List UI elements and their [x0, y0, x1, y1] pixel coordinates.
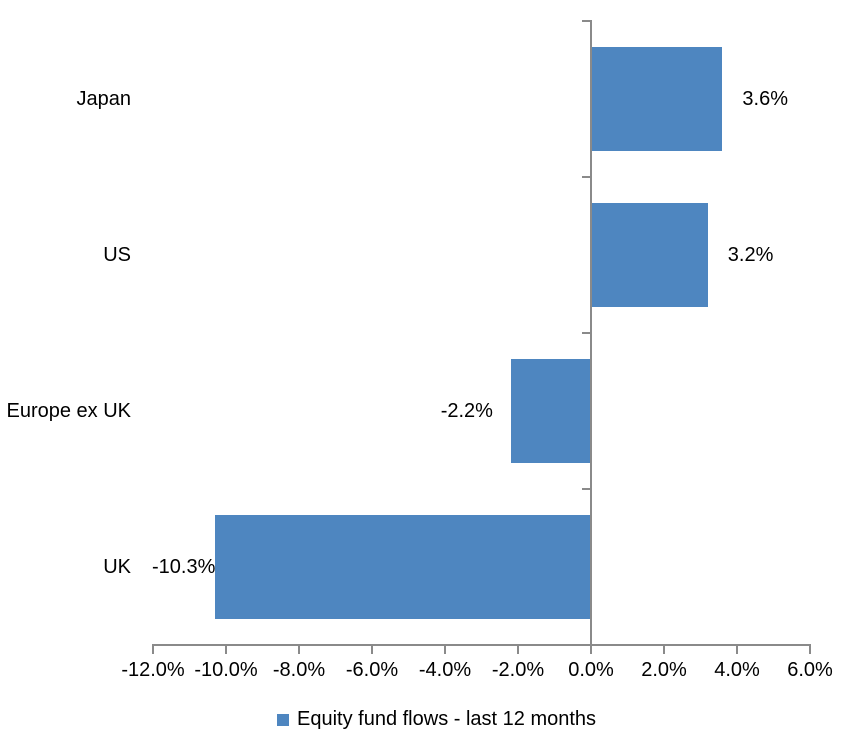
bar-us	[591, 203, 708, 307]
legend-marker-swatch	[277, 713, 289, 726]
x-axis-tick-5	[517, 646, 519, 654]
x-axis-tick-label-8: 4.0%	[714, 659, 760, 681]
x-axis-tick-9	[809, 646, 811, 654]
x-axis-tick-label-6: 0.0%	[568, 659, 614, 681]
x-axis-tick-label-5: -2.0%	[491, 659, 545, 681]
value-label-europe-ex-uk: -2.2%	[440, 400, 493, 422]
x-axis-tick-1	[225, 646, 227, 654]
category-label-japan: Japan	[76, 88, 132, 110]
x-axis-tick-label-3: -6.0%	[345, 659, 399, 681]
x-axis-tick-7	[663, 646, 665, 654]
y-axis-tick-1	[582, 176, 590, 178]
value-label-japan: 3.6%	[742, 88, 788, 110]
category-label-europe-ex-uk: Europe ex UK	[6, 400, 131, 422]
x-axis-tick-8	[736, 646, 738, 654]
x-axis-tick-label-1: -10.0%	[194, 659, 258, 681]
value-label-uk: -10.3%	[152, 556, 216, 578]
category-label-us: US	[103, 244, 131, 266]
x-axis-tick-label-2: -8.0%	[272, 659, 326, 681]
y-axis-tick-3	[582, 488, 590, 490]
bar-europe-ex-uk	[510, 359, 591, 463]
x-axis-tick-label-7: 2.0%	[641, 659, 687, 681]
chart-legend: Equity fund flows - last 12 months	[277, 707, 596, 732]
bar-uk	[215, 515, 591, 619]
legend-label: Equity fund flows - last 12 months	[297, 708, 597, 730]
x-axis-tick-2	[298, 646, 300, 654]
x-axis-tick-0	[152, 646, 154, 654]
x-axis-line	[152, 644, 811, 646]
x-axis-tick-6	[590, 646, 592, 654]
bar-japan	[591, 47, 723, 151]
value-label-us: 3.2%	[727, 244, 774, 266]
y-axis-tick-2	[582, 332, 590, 334]
x-axis-tick-label-0: -12.0%	[121, 659, 185, 681]
y-axis-zero-line	[590, 20, 592, 654]
x-axis-tick-3	[371, 646, 373, 654]
x-axis-tick-4	[444, 646, 446, 654]
x-axis-tick-label-9: 6.0%	[787, 659, 833, 681]
category-label-uk: UK	[103, 556, 131, 578]
x-axis-tick-label-4: -4.0%	[418, 659, 472, 681]
y-axis-tick-0	[582, 20, 590, 22]
